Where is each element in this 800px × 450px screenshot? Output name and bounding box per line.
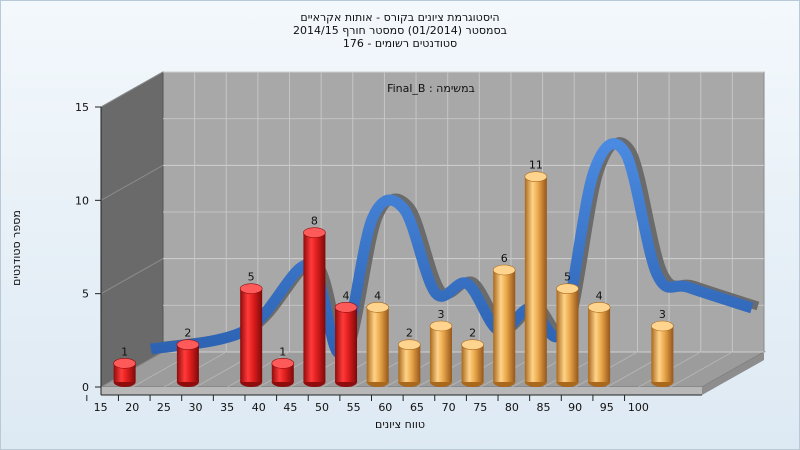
bar-top: [113, 358, 136, 369]
bar-body: [651, 326, 674, 382]
bar-value-label: 8: [311, 215, 318, 228]
bar-60: 2: [398, 327, 421, 387]
bar-90: 4: [587, 289, 611, 387]
floor-gridline: [670, 351, 733, 388]
chart-subtitle: במשימה : Final_B: [387, 82, 475, 95]
bar-body: [398, 344, 421, 382]
bar-top: [271, 358, 295, 369]
h-gridline-left: [100, 164, 164, 201]
x-tick-label: 25: [157, 401, 171, 414]
bar-body: [303, 232, 326, 382]
bar-75: 6: [492, 252, 516, 387]
bar-value-label: 3: [437, 308, 444, 321]
bar-value-label: 4: [596, 289, 603, 302]
bar-top: [429, 320, 453, 332]
y-tick-label: 10: [75, 194, 89, 207]
bar-value-label: 6: [501, 252, 508, 265]
x-tick-label: 20: [125, 401, 139, 414]
x-tick-label: 45: [283, 401, 297, 414]
bar-value-label: 2: [406, 327, 413, 340]
bar-55: 4: [366, 289, 389, 387]
left-wall: [100, 71, 164, 388]
bar-body: [429, 326, 452, 382]
chart-title-line-3: סטודנטים רשומים - 176: [342, 37, 458, 50]
y-tick-label: 15: [75, 101, 89, 114]
bar-top: [524, 171, 548, 182]
x-tick-label: 90: [568, 401, 582, 414]
bar-value-label: 1: [279, 345, 286, 358]
bar-80: 11: [524, 159, 548, 387]
x-tick-label: 70: [442, 401, 456, 414]
bar-body: [366, 307, 389, 382]
x-tick-label: 60: [378, 401, 392, 414]
x-tick-label: 65: [410, 401, 424, 414]
bar-top: [651, 320, 674, 332]
x-tick-label: 55: [347, 401, 361, 414]
x-tick-label: 80: [505, 401, 519, 414]
h-gridline-left: [100, 258, 164, 295]
bar-body: [588, 307, 611, 382]
bar-top: [587, 302, 611, 313]
bar-body: [113, 363, 136, 382]
bar-value-label: 2: [184, 327, 191, 340]
bar-top: [366, 302, 389, 313]
x-tick-label: 30: [189, 401, 203, 414]
h-gridline-left: [100, 71, 164, 108]
bar-top: [334, 302, 358, 313]
bar-100: 3: [651, 308, 674, 387]
bar-value-label: 11: [529, 159, 543, 172]
bar-value-label: 1: [121, 345, 128, 358]
floor-side-edge: [702, 352, 764, 395]
bar-top: [398, 339, 421, 350]
bar-value-label: 2: [469, 327, 476, 340]
y-tick-label: 0: [82, 381, 89, 394]
x-tick-label: 95: [600, 401, 614, 414]
bar-45: 8: [303, 215, 326, 387]
bar-15: 1: [113, 345, 136, 387]
bar-70: 2: [461, 327, 484, 387]
bar-body: [461, 344, 484, 382]
trend-ribbon-shadow: [156, 137, 760, 356]
bar-value-label: 5: [564, 271, 571, 284]
x-axis-label: טווח ציונים: [375, 418, 425, 431]
x-tick-label: 40: [252, 401, 266, 414]
bar-body: [176, 344, 199, 382]
chart-title-line-1: היסטוגרמת ציונים בקורס - אותות אקראיים: [300, 11, 500, 24]
bar-25: 2: [176, 327, 200, 387]
bar-body: [556, 288, 579, 382]
chart-title-line-2: בסמסטר (01/2014) סמסטר חורף 2014/15: [293, 24, 507, 37]
bar-85: 5: [556, 271, 579, 387]
x-tick-label: 35: [220, 401, 234, 414]
bar-top: [176, 339, 200, 350]
bar-40: 1: [271, 345, 295, 387]
bar-top: [303, 227, 326, 238]
bar-body: [335, 307, 358, 382]
x-tick-label: 100: [628, 401, 649, 414]
bar-35: 5: [239, 271, 263, 387]
bar-value-label: 4: [343, 289, 350, 302]
bar-value-label: 3: [659, 308, 666, 321]
bar-50: 4: [334, 289, 358, 387]
bar-value-label: 5: [248, 271, 255, 284]
bar-body: [240, 288, 263, 382]
bar-body: [524, 176, 547, 382]
bar-top: [239, 283, 263, 294]
bar-65: 3: [429, 308, 453, 387]
x-tick-label: 75: [473, 401, 487, 414]
x-tick-label: 85: [536, 401, 550, 414]
bar-body: [271, 363, 294, 382]
x-tick-label: 15: [94, 401, 108, 414]
bar-top: [461, 339, 484, 350]
bar-top: [492, 264, 516, 276]
bar-body: [493, 270, 516, 382]
bar-value-label: 4: [374, 289, 381, 302]
y-tick-label: 5: [82, 288, 89, 301]
x-tick-label: 50: [315, 401, 329, 414]
bar-top: [556, 283, 579, 294]
floor-edge: [101, 387, 702, 395]
